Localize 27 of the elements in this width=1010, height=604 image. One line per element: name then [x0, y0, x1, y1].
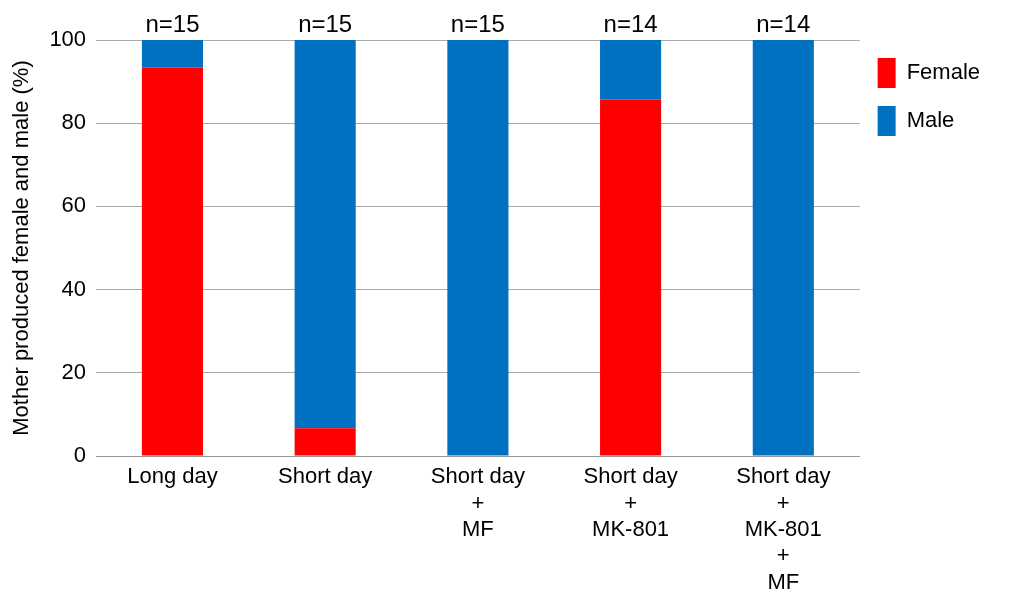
legend-label: Female [906, 59, 980, 85]
annotation: n=15 [450, 9, 505, 37]
bar [447, 40, 509, 456]
y-tick-label: 0 [73, 442, 87, 468]
bar [141, 67, 203, 456]
annotation: n=15 [145, 9, 200, 37]
bar [600, 40, 662, 100]
x-tick-label: Long day [127, 463, 218, 489]
y-axis-title: Mother produced female and male (%) [8, 60, 34, 436]
bar [752, 40, 814, 456]
x-tick-label: Short day + MK-801 + MF [736, 463, 831, 594]
annotation: n=14 [756, 9, 811, 37]
x-tick-label: Short day + MF [430, 463, 525, 542]
annotation: n=15 [298, 9, 353, 37]
bar [141, 40, 203, 68]
y-tick-label: 40 [61, 275, 87, 301]
y-tick-label: 20 [61, 358, 87, 384]
annotation: n=14 [603, 9, 658, 37]
x-tick-label: Short day [278, 463, 373, 489]
y-tick-label: 80 [61, 109, 87, 135]
y-tick-label: 60 [61, 192, 87, 218]
bar [294, 40, 356, 429]
bar [294, 428, 356, 456]
y-tick-label: 100 [49, 26, 87, 52]
legend-label: Male [906, 107, 955, 133]
bar [600, 99, 662, 456]
x-tick-label: Short day + MK-801 [583, 463, 678, 542]
